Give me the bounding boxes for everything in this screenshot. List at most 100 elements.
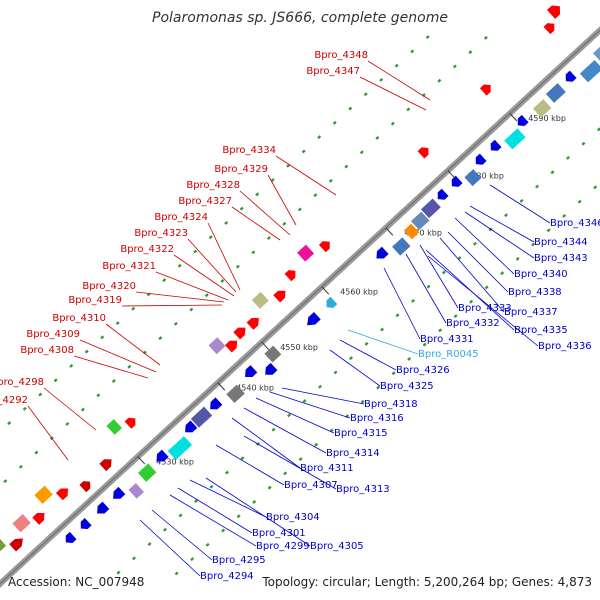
gene-arrow bbox=[451, 175, 463, 187]
reverse-gene-label[interactable]: Bpro_4326 bbox=[396, 365, 450, 376]
forward-gene-label[interactable]: Bpro_4347 bbox=[306, 66, 360, 77]
gene-arrow bbox=[326, 296, 338, 308]
reverse-gene-label[interactable]: Bpro_4346 bbox=[550, 218, 600, 229]
reverse-gene-label[interactable]: Bpro_4311 bbox=[300, 463, 354, 474]
reverse-gene-label[interactable]: Bpro_4344 bbox=[534, 237, 588, 248]
guide-dot bbox=[546, 228, 551, 233]
forward-gene-label[interactable]: Bpro_4310 bbox=[52, 313, 106, 324]
gene-box bbox=[403, 223, 420, 240]
guide-dot bbox=[314, 442, 319, 447]
guide-dot bbox=[270, 178, 275, 183]
guide-dot bbox=[189, 307, 194, 312]
leader-line bbox=[177, 487, 253, 534]
reverse-gene-label[interactable]: Bpro_4325 bbox=[380, 381, 434, 392]
kbp-tick bbox=[509, 113, 518, 122]
forward-gene-label[interactable]: Bpro_4309 bbox=[26, 329, 80, 340]
reverse-gene-label[interactable]: Bpro_4337 bbox=[504, 307, 558, 318]
guide-dot bbox=[282, 221, 287, 226]
guide-dot bbox=[359, 150, 364, 155]
forward-gene-label[interactable]: Bpro_4327 bbox=[178, 196, 232, 207]
genome-backbone bbox=[0, 26, 600, 588]
forward-gene-label[interactable]: Bpro_4292 bbox=[0, 395, 28, 406]
dotted-guides bbox=[3, 35, 600, 576]
guide-dot bbox=[131, 306, 136, 311]
gene-features bbox=[0, 5, 600, 552]
kbp-tick-label: 4580 kbp bbox=[466, 171, 504, 180]
leader-line bbox=[189, 479, 267, 518]
gene-box bbox=[264, 345, 282, 363]
gene-box bbox=[410, 211, 430, 231]
guide-dot bbox=[363, 92, 368, 97]
guide-dot bbox=[162, 278, 167, 283]
leader-line bbox=[243, 407, 327, 454]
reverse-gene-label[interactable]: Bpro_4307 bbox=[284, 480, 338, 491]
reverse-gene-label[interactable]: Bpro_4305 bbox=[310, 541, 364, 552]
reverse-gene-label[interactable]: Bpro_4299 bbox=[256, 541, 310, 552]
leader-line bbox=[267, 174, 297, 226]
guide-dot bbox=[328, 178, 333, 183]
guide-dot bbox=[115, 321, 120, 326]
guide-dot bbox=[163, 527, 168, 532]
forward-gene-label[interactable]: Bpro_4324 bbox=[154, 212, 208, 223]
gene-box bbox=[34, 485, 53, 504]
guide-dot bbox=[468, 50, 473, 55]
reverse-gene-label[interactable]: Bpro_R0045 bbox=[418, 349, 479, 360]
forward-gene-label[interactable]: Bpro_4319 bbox=[68, 295, 122, 306]
forward-gene-label[interactable]: Bpro_4322 bbox=[120, 244, 174, 255]
reverse-gene-label[interactable]: Bpro_4340 bbox=[514, 269, 568, 280]
summary-text: Topology: circular; Length: 5,200,264 bp… bbox=[261, 575, 592, 589]
gene-box bbox=[106, 419, 122, 435]
guide-dot bbox=[313, 193, 318, 198]
forward-gene-label[interactable]: Bpro_4320 bbox=[82, 281, 136, 292]
gene-box bbox=[226, 384, 245, 404]
leader-line bbox=[454, 217, 515, 275]
forward-gene-label[interactable]: Bpro_4348 bbox=[314, 50, 368, 61]
guide-dot bbox=[410, 49, 415, 54]
reverse-gene-label[interactable]: Bpro_4331 bbox=[420, 334, 474, 345]
gene-box bbox=[167, 436, 193, 460]
forward-gene-label[interactable]: Bpro_4321 bbox=[102, 261, 156, 272]
reverse-gene-label[interactable]: Bpro_4335 bbox=[514, 325, 568, 336]
reverse-gene-label[interactable]: Bpro_4332 bbox=[446, 318, 500, 329]
reverse-gene-label[interactable]: Bpro_4316 bbox=[350, 413, 404, 424]
gene-arrow bbox=[79, 481, 91, 493]
gene-arrow bbox=[124, 417, 136, 429]
reverse-gene-label[interactable]: Bpro_4315 bbox=[334, 428, 388, 439]
reverse-gene-label[interactable]: Bpro_4338 bbox=[508, 287, 562, 298]
forward-gene-label[interactable]: Bpro_4323 bbox=[134, 228, 188, 239]
reverse-gene-label[interactable]: Bpro_4313 bbox=[336, 484, 390, 495]
reverse-gene-label[interactable]: Bpro_4301 bbox=[252, 528, 306, 539]
gene-arrow bbox=[265, 362, 278, 375]
gene-box bbox=[208, 337, 226, 355]
guide-dot bbox=[266, 236, 271, 241]
gene-arrow bbox=[233, 327, 246, 340]
guide-dot bbox=[406, 107, 411, 112]
forward-gene-label[interactable]: Bpro_4329 bbox=[214, 164, 268, 175]
guide-dot bbox=[174, 571, 179, 576]
forward-gene-label[interactable]: Bpro_4308 bbox=[20, 345, 74, 356]
guide-dot bbox=[34, 450, 39, 455]
reverse-gene-label[interactable]: Bpro_4318 bbox=[364, 399, 418, 410]
reverse-gene-label[interactable]: Bpro_4314 bbox=[326, 448, 380, 459]
gene-arrow bbox=[99, 459, 112, 472]
guide-dot bbox=[283, 471, 288, 476]
gene-box bbox=[579, 60, 600, 83]
reverse-gene-label[interactable]: Bpro_4343 bbox=[534, 253, 588, 264]
guide-dot bbox=[318, 384, 323, 389]
leader-line bbox=[255, 397, 335, 434]
leader-line bbox=[27, 405, 69, 461]
forward-gene-label[interactable]: Bpro_4328 bbox=[186, 180, 240, 191]
guide-dot bbox=[407, 356, 412, 361]
reverse-gene-label[interactable]: Bpro_4304 bbox=[266, 512, 320, 523]
forward-gene-label[interactable]: Bpro_4298 bbox=[0, 377, 44, 388]
guide-dot bbox=[205, 542, 210, 547]
reverse-gene-label[interactable]: Bpro_4295 bbox=[212, 555, 266, 566]
reverse-gene-label[interactable]: Bpro_4294 bbox=[200, 571, 254, 582]
guide-dot bbox=[18, 464, 23, 469]
guide-dot bbox=[500, 271, 505, 276]
forward-gene-label[interactable]: Bpro_4334 bbox=[222, 145, 276, 156]
leader-line bbox=[339, 339, 397, 371]
reverse-gene-label[interactable]: Bpro_4333 bbox=[458, 303, 512, 314]
reverse-gene-label[interactable]: Bpro_4336 bbox=[538, 341, 592, 352]
